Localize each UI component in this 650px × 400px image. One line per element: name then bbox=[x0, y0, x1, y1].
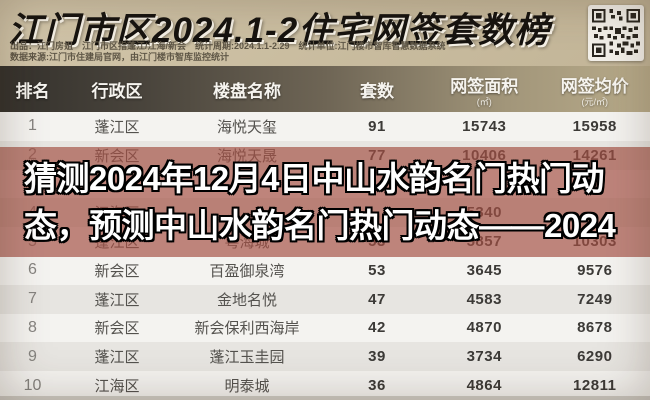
subtitle-line1: 出品：江门房姐 江门市区指蓬江/江海/新会 统计周期:2024.1.1-2.29… bbox=[10, 41, 446, 51]
col-header-name: 楼盘名称 bbox=[213, 81, 281, 101]
cell-units: 39 bbox=[368, 348, 386, 366]
col-header-price: 网签均价 (元/㎡) bbox=[560, 76, 629, 107]
cell-area: 3734 bbox=[466, 348, 502, 366]
table-row: 7 蓬江区 金地名悦 47 4583 7249 bbox=[0, 284, 650, 314]
cell-rank: 7 bbox=[28, 290, 37, 308]
subtitle: 出品：江门房姐 江门市区指蓬江/江海/新会 统计周期:2024.1.1-2.29… bbox=[10, 41, 570, 63]
cell-area: 3645 bbox=[466, 261, 502, 279]
col-header-area: 网签面积 (㎡) bbox=[450, 76, 519, 107]
cell-rank: 1 bbox=[28, 117, 37, 135]
col-header-rank: 排名 bbox=[15, 81, 50, 101]
table-row: 8 新会区 新会保利西海岸 42 4870 8678 bbox=[0, 313, 650, 343]
cell-area: 4870 bbox=[466, 319, 502, 337]
cell-district: 蓬江区 bbox=[94, 118, 140, 136]
cell-price: 8678 bbox=[577, 319, 613, 337]
table-row: 1 蓬江区 海悦天玺 91 15743 15958 bbox=[0, 112, 650, 141]
cell-rank: 9 bbox=[28, 347, 37, 365]
cell-district: 新会区 bbox=[94, 320, 140, 338]
cell-district: 蓬江区 bbox=[94, 349, 140, 367]
col-header-area-unit: (㎡) bbox=[476, 96, 492, 107]
cell-rank: 8 bbox=[28, 318, 37, 336]
cell-name: 百盈御泉湾 bbox=[209, 262, 285, 280]
cell-price: 15958 bbox=[572, 117, 617, 135]
col-header-district: 行政区 bbox=[91, 81, 143, 101]
title-banner: 江门市区2024.1-2住宅网签套数榜 出品：江门房姐 江门市区指蓬江/江海/新… bbox=[0, 0, 650, 66]
cell-name: 金地名悦 bbox=[216, 291, 277, 309]
cell-units: 42 bbox=[368, 319, 386, 337]
table-row: 9 蓬江区 蓬江玉圭园 39 3734 6290 bbox=[0, 342, 650, 372]
subtitle-line2: 数据来源:江门市住建局官网，由江门楼市智库监控统计 bbox=[10, 52, 229, 62]
watermark-line1: 猜测2024年12月4日中山水韵名门热门动 bbox=[24, 160, 604, 197]
cell-district: 新会区 bbox=[94, 262, 140, 280]
col-header-price-unit: (元/㎡) bbox=[581, 96, 609, 107]
page-title: 江门市区2024.1-2住宅网签套数榜 bbox=[8, 11, 551, 50]
cell-name: 蓬江玉圭园 bbox=[209, 349, 285, 367]
table-row: 6 新会区 百盈御泉湾 53 3645 9576 bbox=[0, 255, 650, 285]
bottom-divider bbox=[0, 396, 650, 400]
watermark-line2: 态，预测中山水韵名门热门动态——2024 bbox=[24, 207, 616, 244]
table-row: 10 江海区 明泰城 36 4864 12811 bbox=[0, 371, 650, 400]
cell-rank: 6 bbox=[28, 261, 37, 279]
cell-area: 4864 bbox=[466, 377, 502, 395]
table-header: 排名 行政区 楼盘名称 套数 网签面积 (㎡) 网签均价 (元/㎡) bbox=[0, 66, 650, 114]
cell-price: 7249 bbox=[577, 290, 613, 308]
cell-units: 36 bbox=[368, 377, 386, 395]
cell-area: 15743 bbox=[462, 117, 507, 135]
col-header-units: 套数 bbox=[360, 81, 394, 101]
cell-district: 蓬江区 bbox=[94, 291, 140, 309]
cell-name: 新会保利西海岸 bbox=[194, 320, 300, 338]
cell-units: 91 bbox=[368, 117, 386, 135]
cell-price: 6290 bbox=[577, 348, 613, 366]
cell-name: 海悦天玺 bbox=[216, 118, 277, 136]
cell-district: 江海区 bbox=[94, 378, 140, 396]
cell-price: 12811 bbox=[573, 377, 617, 395]
qr-code-icon bbox=[588, 5, 644, 61]
cell-units: 53 bbox=[368, 261, 386, 279]
cell-price: 9576 bbox=[577, 261, 613, 279]
cell-units: 47 bbox=[368, 290, 386, 308]
watermark-overlay: 猜测2024年12月4日中山水韵名门热门动 态，预测中山水韵名门热门动态——20… bbox=[0, 147, 650, 257]
cell-area: 4583 bbox=[466, 290, 502, 308]
cell-rank: 10 bbox=[23, 376, 42, 394]
cell-name: 明泰城 bbox=[224, 378, 270, 396]
